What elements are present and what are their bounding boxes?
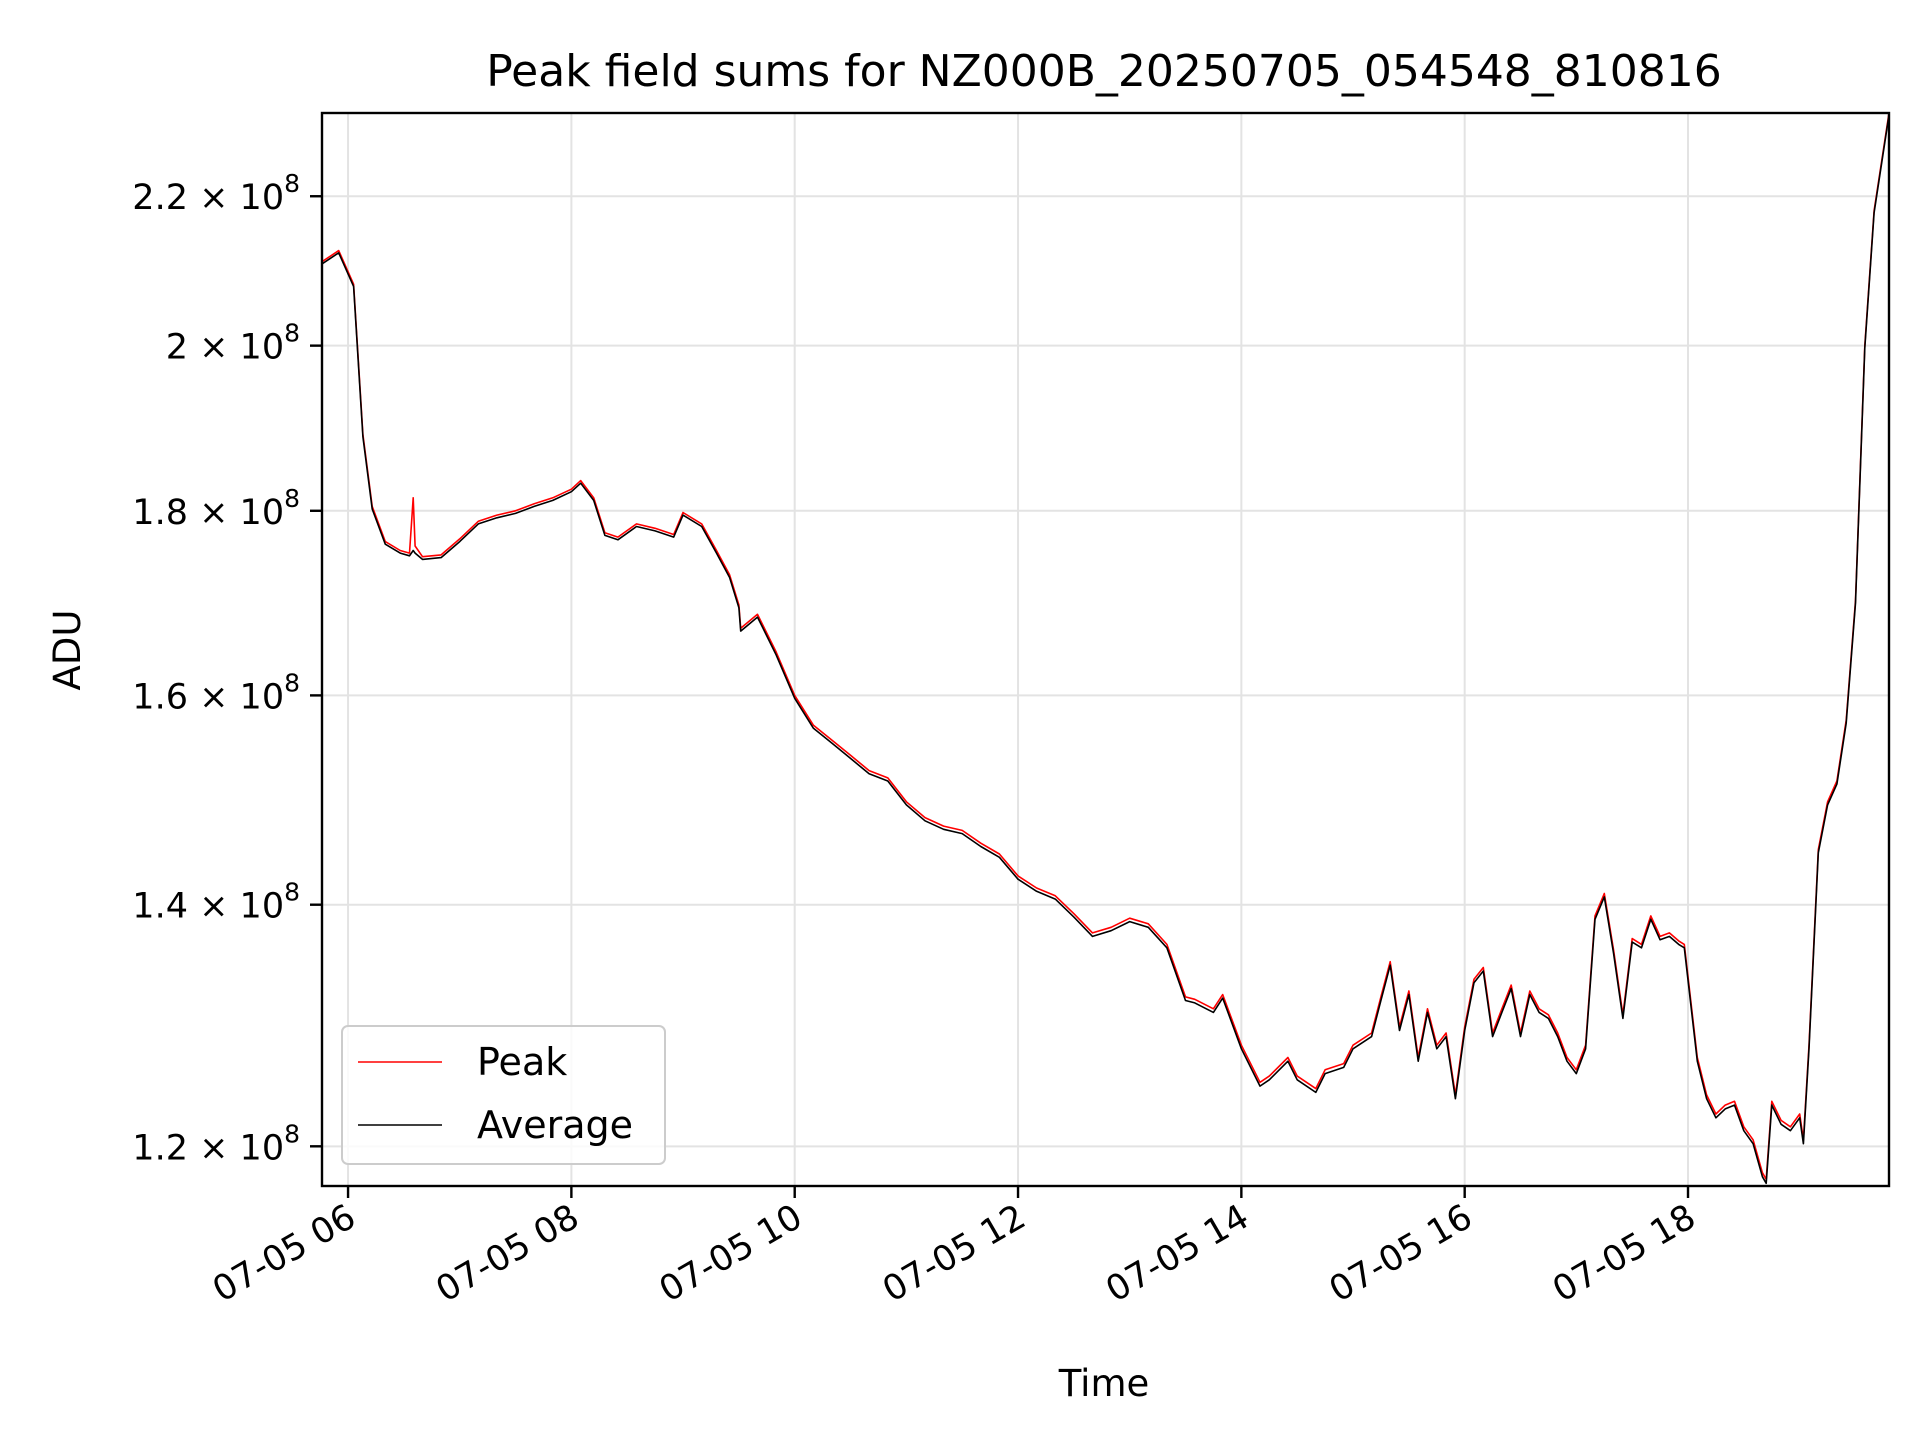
x-tick-label: 07-05 14 [1100,1197,1256,1310]
x-axis-label: Time [1058,1362,1150,1405]
x-tick-label: 07-05 06 [206,1197,362,1310]
x-tick-label: 07-05 10 [653,1197,809,1310]
legend: Peak Average [341,1025,666,1165]
y-tick-label: 1.2 × 108 [132,1119,300,1168]
legend-box [341,1025,666,1165]
y-tick-label: 1.6 × 108 [132,668,300,717]
y-axis-label: ADU [46,610,89,691]
series-line-average [321,114,1890,1185]
y-tick-label: 1.8 × 108 [132,484,300,533]
chart-title: Peak field sums for NZ000B_20250705_0545… [486,46,1722,97]
y-tick-label: 1.4 × 108 [132,878,300,927]
y-tick-label: 2 × 108 [166,319,300,368]
x-tick-label: 07-05 08 [430,1197,586,1310]
legend-label-peak: Peak [477,1040,567,1084]
x-tick-label: 07-05 12 [876,1197,1032,1310]
grid [322,113,1889,1186]
y-axis: 2.2 × 108 2 × 108 1.8 × 108 1.6 × 108 1.4 × … [132,169,322,1168]
series-line-peak [321,112,1890,1181]
legend-label-average: Average [477,1103,633,1147]
x-tick-label: 07-05 18 [1546,1197,1702,1310]
x-tick-label: 07-05 16 [1323,1197,1479,1310]
x-axis: 07-05 06 07-05 08 07-05 10 07-05 12 07-05 14… [206,1186,1703,1310]
y-tick-label: 2.2 × 108 [132,169,300,218]
plot-series [321,112,1890,1185]
plot-frame [320,111,1891,1188]
